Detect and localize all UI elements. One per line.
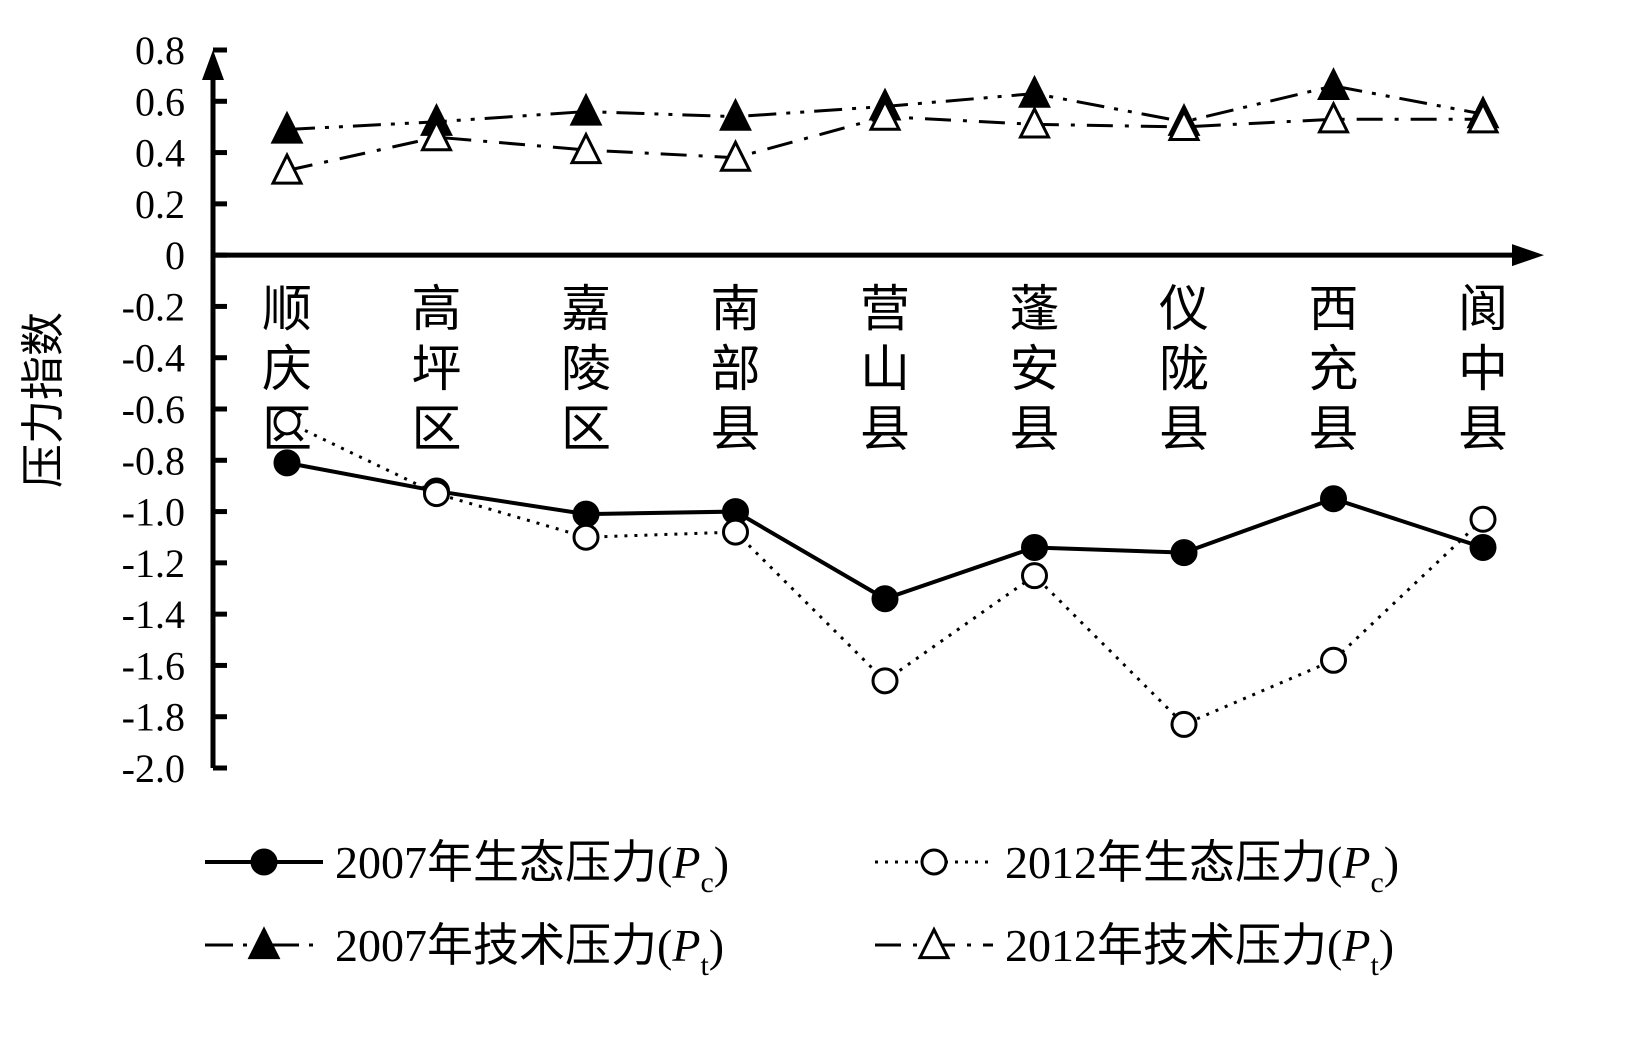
data-point-marker	[1469, 505, 1497, 533]
x-category-label: 阆中县	[1458, 280, 1508, 458]
x-category-label: 高坪区	[412, 280, 462, 458]
y-tick-label: 0.8	[135, 28, 185, 73]
legend-marker	[920, 848, 948, 876]
data-point-marker	[273, 408, 301, 436]
data-point-marker	[1021, 533, 1048, 561]
data-point-marker	[719, 138, 752, 172]
legend-label: 2007年技术压力(Pt)	[335, 920, 724, 982]
category-labels: 顺庆区高坪区嘉陵区南部县营山县蓬安县仪陇县西充县阆中县	[262, 280, 1508, 458]
data-point-marker	[569, 131, 603, 165]
x-category-label: 蓬安县	[1010, 280, 1060, 458]
data-point-marker	[1018, 105, 1051, 139]
data-point-marker	[1320, 485, 1347, 513]
y-axis-arrow	[202, 50, 224, 80]
legend-marker	[247, 926, 281, 960]
series-1	[273, 449, 1497, 613]
legend-marker	[917, 926, 951, 960]
data-point-marker	[420, 118, 453, 152]
legend-label: 2012年生态压力(Pc)	[1005, 837, 1399, 899]
data-point-marker	[572, 500, 600, 528]
data-point-marker	[273, 449, 301, 477]
data-point-marker	[1170, 539, 1198, 567]
data-point-marker	[722, 518, 749, 546]
data-point-marker	[871, 667, 899, 695]
axes	[202, 50, 1544, 768]
legend-item-2: 2012年生态压力(Pc)	[875, 837, 1399, 899]
legend-item-1: 2007年生态压力(Pc)	[205, 837, 729, 899]
data-point-marker	[1167, 108, 1201, 142]
x-category-label: 仪陇县	[1159, 280, 1209, 458]
y-tick-label: -2.0	[122, 746, 185, 791]
data-point-marker	[719, 97, 752, 131]
y-axis-ticks: 0.8 0.6 0.4 0.2 0 -0.2 -0.4 -0.6 -0.8 -1.0 -1.2 -1.…	[122, 28, 227, 791]
x-category-label: 嘉陵区	[561, 280, 611, 458]
x-category-label: 营山县	[860, 280, 910, 458]
series-4	[270, 97, 1500, 185]
data-point-marker	[1320, 646, 1347, 674]
data-point-marker	[868, 97, 902, 131]
data-point-marker	[1466, 100, 1500, 134]
x-category-label: 南部县	[711, 280, 761, 458]
data-point-marker	[1317, 100, 1350, 134]
series-2	[273, 408, 1497, 738]
data-point-marker	[569, 92, 603, 126]
y-tick-label: -0.8	[122, 438, 185, 483]
y-tick-label: -1.2	[122, 541, 185, 586]
legend-item-4: 2012年技术压力(Pt)	[875, 920, 1394, 982]
legend-label: 2012年技术压力(Pt)	[1005, 920, 1394, 982]
legend-marker	[250, 848, 278, 876]
y-tick-label: -1.4	[122, 592, 185, 637]
data-point-marker	[1021, 562, 1048, 590]
x-category-label: 西充县	[1309, 280, 1359, 458]
x-axis-arrow	[1512, 244, 1544, 267]
series-group	[270, 67, 1500, 738]
data-point-marker	[1317, 67, 1350, 100]
legend-label: 2007年生态压力(Pc)	[335, 837, 729, 899]
data-point-marker	[1469, 533, 1497, 561]
data-point-marker	[270, 151, 304, 185]
y-tick-label: -1.8	[122, 695, 185, 740]
y-tick-label: 0.2	[135, 182, 185, 227]
y-tick-label: 0.4	[135, 131, 185, 176]
data-point-marker	[871, 585, 899, 613]
data-point-marker	[1170, 710, 1198, 738]
y-tick-label: -0.2	[122, 284, 185, 329]
y-tick-label: -1.0	[122, 490, 185, 535]
y-tick-label: 0	[165, 233, 185, 278]
y-axis-label: 压力指数	[18, 312, 69, 488]
y-tick-label: 0.6	[135, 79, 185, 124]
data-point-marker	[270, 110, 304, 144]
series-line	[286, 460, 1484, 601]
data-point-marker	[1018, 74, 1051, 108]
data-point-marker	[572, 523, 600, 551]
legend-item-3: 2007年技术压力(Pt)	[205, 920, 724, 982]
y-axis-title: 压力指数	[18, 312, 69, 488]
y-tick-label: -0.4	[122, 336, 185, 381]
y-tick-label: -1.6	[122, 643, 185, 688]
data-point-marker	[423, 480, 450, 508]
legend: 2007年生态压力(Pc) 2012年生态压力(Pc) 2007年技术压力(Pt) 2…	[205, 837, 1399, 982]
y-tick-label: -0.6	[122, 387, 185, 432]
